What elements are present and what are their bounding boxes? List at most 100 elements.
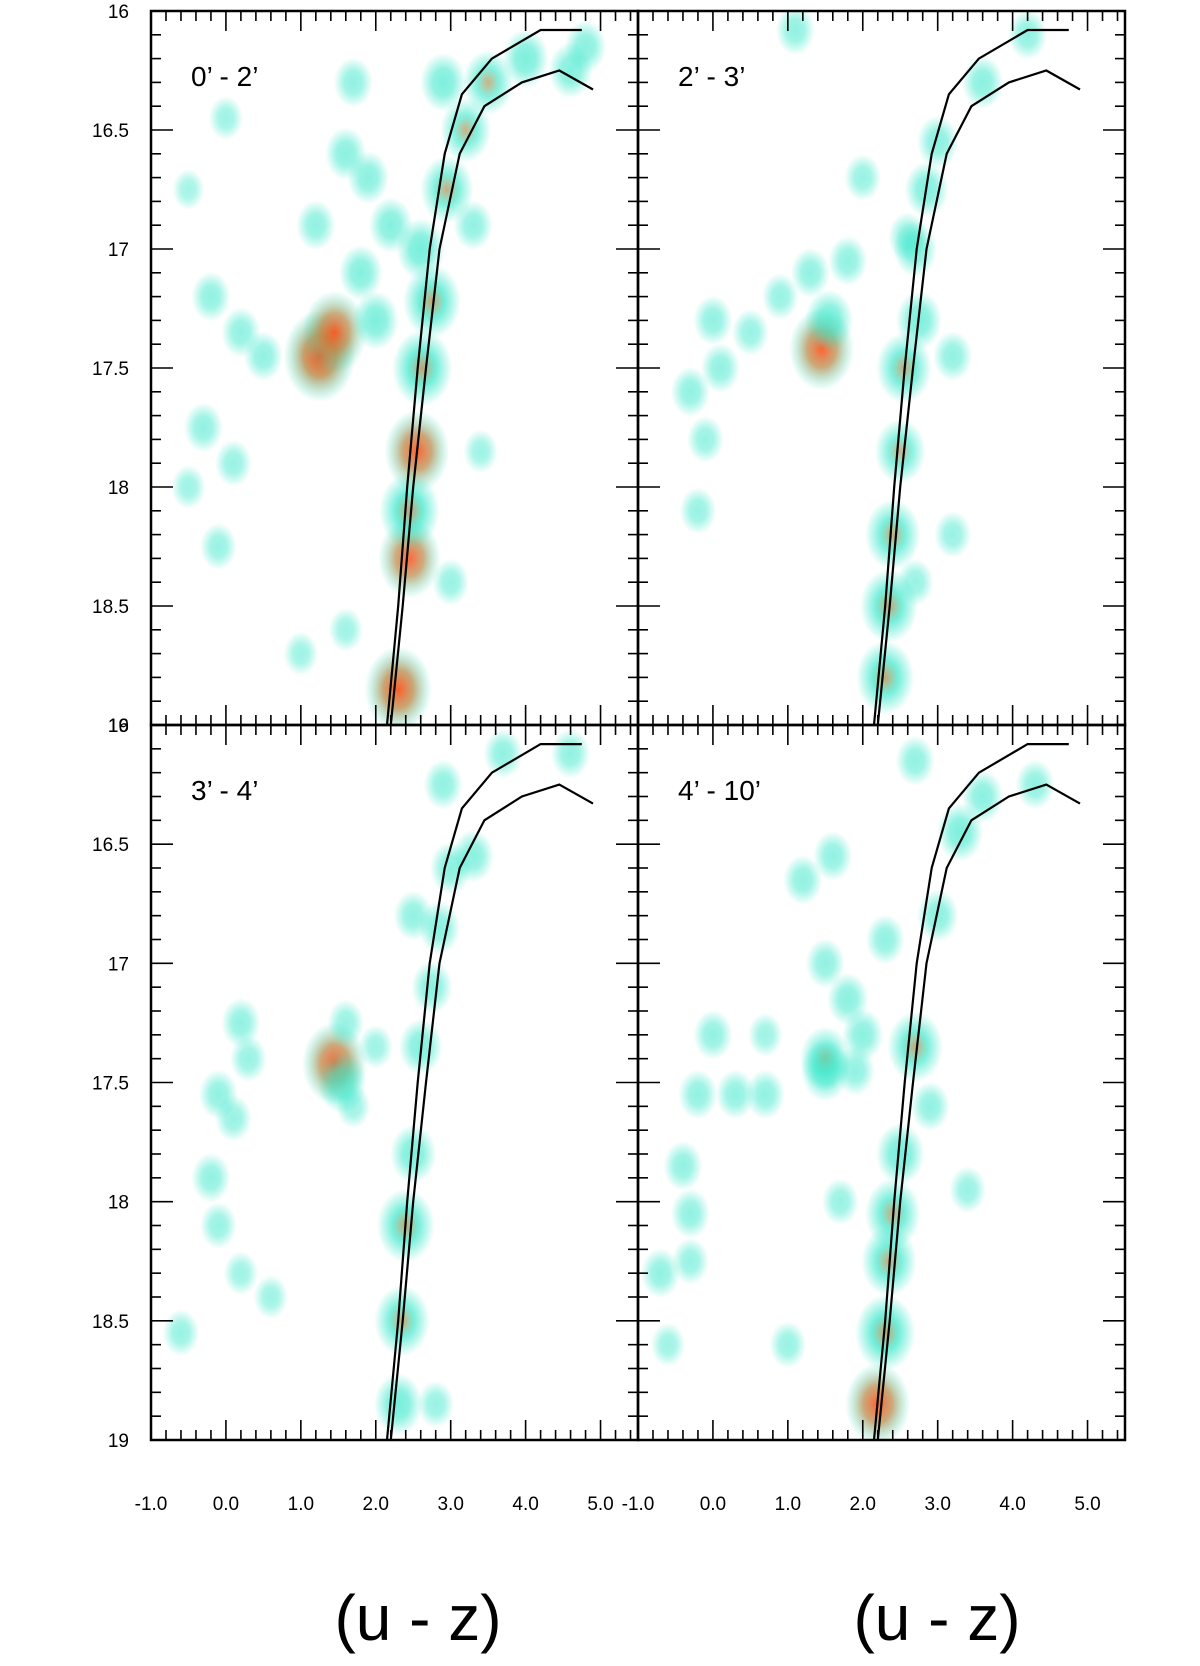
density-blob: [462, 49, 514, 115]
density-blob: [452, 829, 494, 883]
density-blob: [338, 244, 383, 301]
y-tick-label: 17: [108, 240, 129, 261]
density-blob: [745, 1069, 785, 1120]
density-blob: [1015, 759, 1055, 810]
isochrone-line-2: [876, 69, 1081, 725]
density-blob: [223, 1251, 259, 1296]
panel-label-1: 0’ - 2’: [191, 61, 258, 92]
y-tick-label: 16.5: [92, 835, 129, 856]
density-blob: [801, 1039, 850, 1102]
density-blob: [420, 52, 467, 112]
density-blob: [171, 464, 206, 510]
isochrone-line-2: [389, 69, 594, 725]
isochrone-line-2: [876, 783, 1081, 1440]
density-blob: [934, 511, 972, 559]
density-blob: [208, 96, 244, 141]
density-blob: [393, 890, 433, 941]
density-blob: [199, 1201, 237, 1250]
isochrone-line-1: [872, 742, 1069, 1440]
density-blob: [328, 607, 364, 652]
y-tick-label: 18.5: [92, 597, 129, 618]
panel-label-2: 2’ - 3’: [678, 61, 745, 92]
density-blob: [887, 1011, 944, 1083]
y-tick-label: 16: [108, 716, 129, 737]
density-blob: [453, 200, 493, 251]
density-blob: [417, 1380, 455, 1428]
density-blob: [949, 1166, 987, 1214]
density-blob: [325, 127, 367, 181]
density-blob: [183, 402, 224, 453]
density-blob: [844, 154, 882, 202]
density-blob: [686, 415, 724, 463]
density-blob: [392, 329, 453, 407]
y-tick-label: 16.5: [92, 121, 129, 142]
x-tick-label: 4.0: [999, 1494, 1025, 1515]
density-blob: [828, 235, 868, 286]
density-blob: [440, 97, 492, 163]
density-blob: [693, 1009, 733, 1060]
density-blob: [769, 1321, 807, 1369]
panel-3: [162, 728, 594, 1440]
density-blob: [804, 289, 854, 352]
x-tick-label: 2.0: [850, 1494, 876, 1515]
density-blob: [283, 631, 319, 676]
density-blob: [253, 1274, 289, 1320]
density-blob: [243, 331, 284, 382]
density-blob: [550, 728, 591, 779]
density-blob: [670, 1188, 711, 1239]
density-blob: [368, 197, 413, 254]
density-blob: [671, 1237, 709, 1285]
y-tick-label: 18: [108, 478, 129, 499]
density-blob: [327, 999, 365, 1047]
x-tick-label: 4.0: [512, 1494, 538, 1515]
density-blob: [679, 487, 717, 535]
density-blob: [790, 247, 830, 298]
density-blob: [229, 1035, 267, 1083]
density-blob: [483, 728, 523, 779]
x-tick-label: 1.0: [775, 1494, 801, 1515]
density-blob: [748, 1012, 783, 1057]
density-blob: [358, 1024, 394, 1069]
density-blob: [191, 271, 231, 322]
density-blob: [783, 854, 823, 905]
panel-1: [171, 20, 607, 725]
y-tick-label: 17.5: [92, 1074, 129, 1095]
density-blob: [813, 831, 853, 882]
density-blob: [895, 735, 935, 786]
y-tick-label: 18.5: [92, 1312, 129, 1333]
isochrone-line-1: [872, 28, 1069, 725]
x-axis-label-right: (u - z): [853, 1582, 1020, 1654]
density-blob: [821, 1178, 859, 1226]
density-blob: [875, 1122, 925, 1186]
density-blob: [855, 1294, 916, 1372]
density-blob: [402, 264, 461, 339]
x-tick-label: 2.0: [363, 1494, 389, 1515]
density-blob: [333, 57, 373, 108]
density-blob: [775, 11, 815, 56]
panel-2: [670, 11, 1081, 725]
density-blob: [933, 331, 973, 382]
density-blob: [910, 1081, 950, 1132]
x-tick-label: -1.0: [622, 1494, 655, 1515]
x-tick-label: 3.0: [924, 1494, 950, 1515]
x-tick-label: 5.0: [587, 1494, 613, 1515]
y-tick-label: 17: [108, 954, 129, 975]
density-blob: [364, 646, 432, 725]
panel-label-4: 4’ - 10’: [678, 775, 761, 806]
density-blob: [352, 290, 399, 350]
x-axis-label-left: (u - z): [334, 1582, 501, 1654]
y-tick-label: 19: [108, 716, 129, 737]
density-blob: [373, 1373, 423, 1436]
density-blob: [502, 29, 549, 89]
x-tick-label: -1.0: [135, 1494, 168, 1515]
y-tick-label: 19: [108, 1431, 129, 1452]
x-tick-label: 0.0: [700, 1494, 726, 1515]
density-blob: [1007, 11, 1048, 60]
density-blob: [916, 115, 959, 169]
panel-label-3: 3’ - 4’: [191, 775, 258, 806]
density-blob: [761, 273, 799, 321]
density-blob: [336, 1084, 371, 1129]
density-blob: [199, 522, 237, 571]
density-blob: [390, 1124, 437, 1184]
